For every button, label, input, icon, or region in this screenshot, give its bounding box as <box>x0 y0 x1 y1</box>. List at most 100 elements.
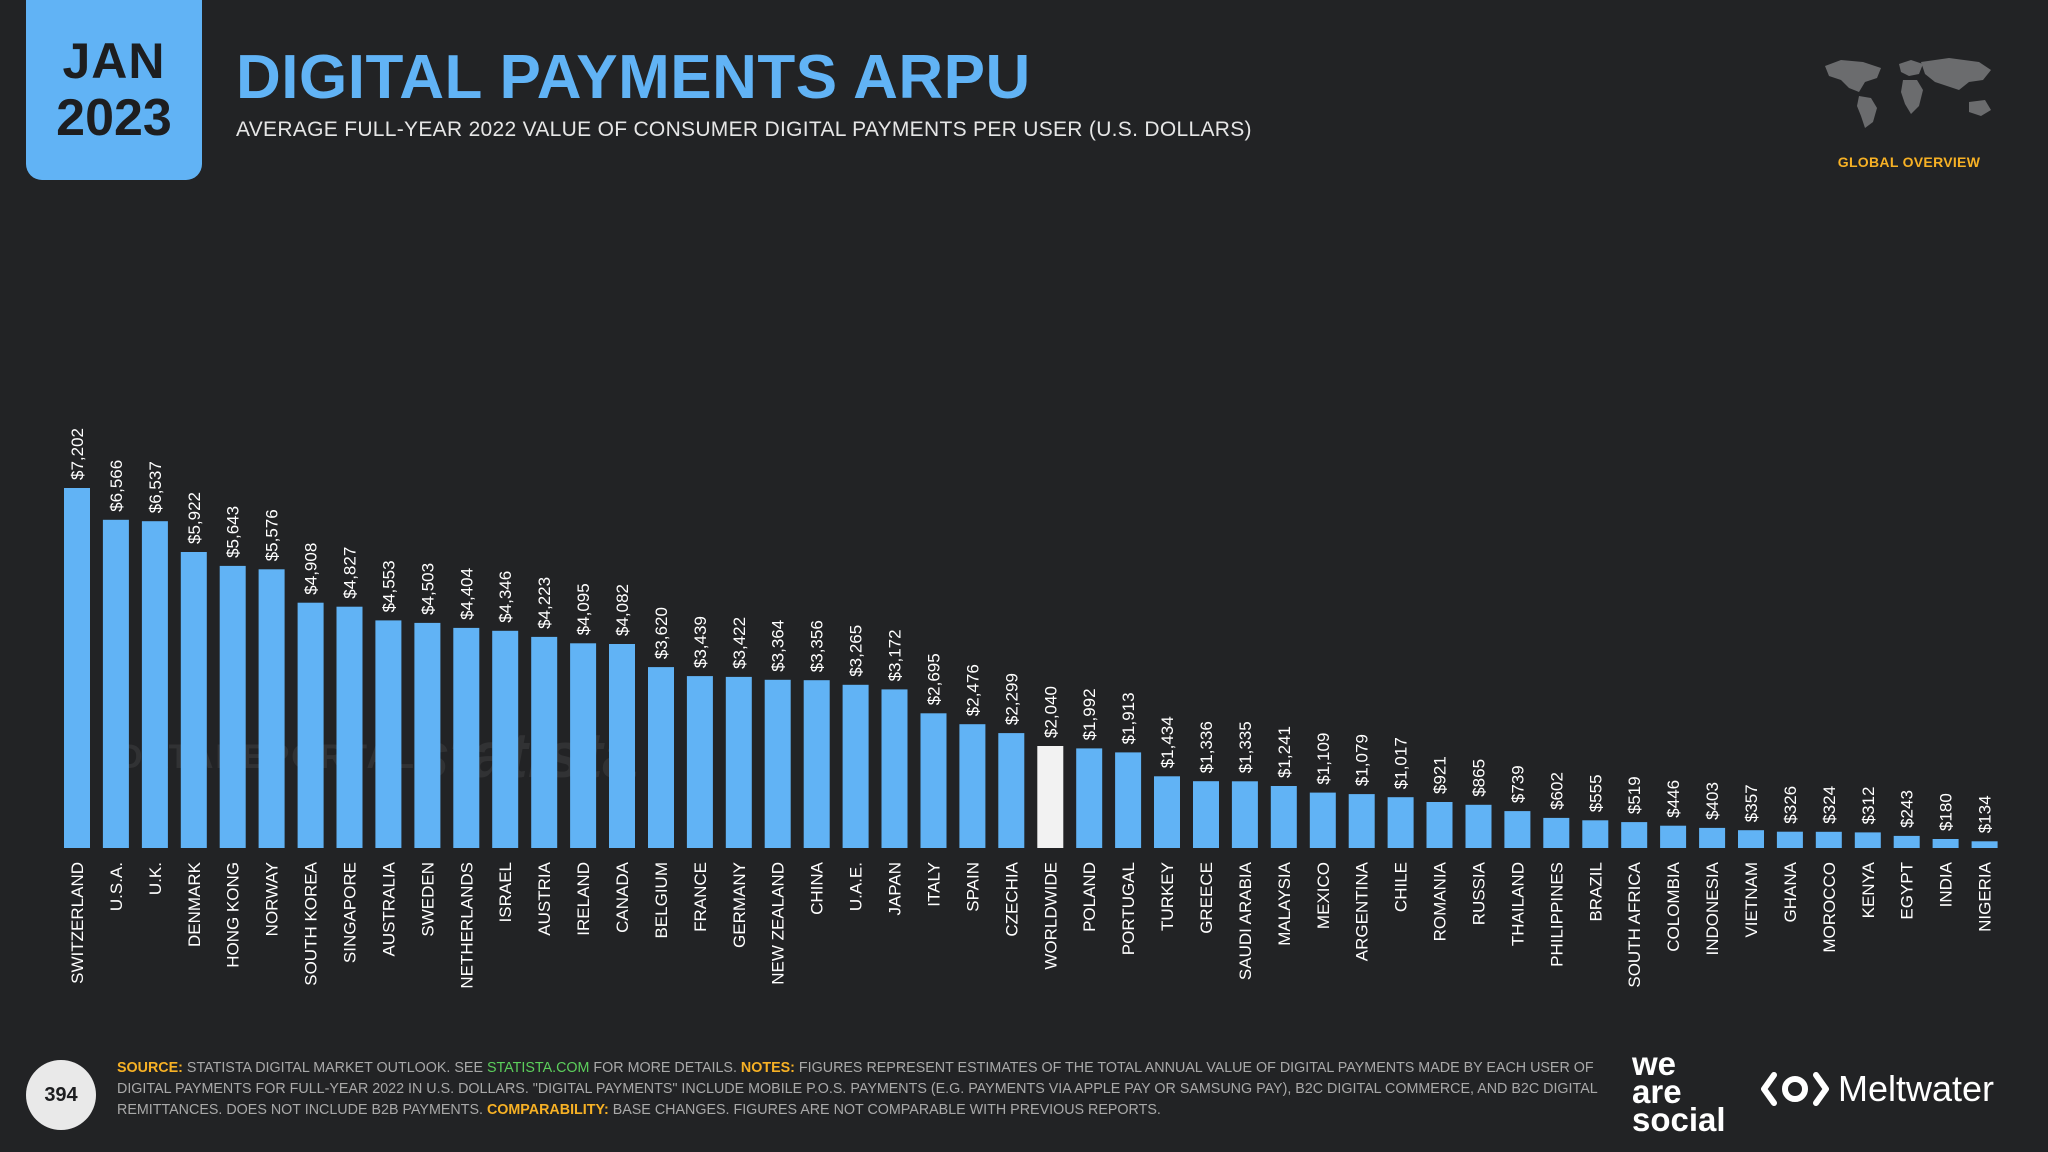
value-label: $3,620 <box>652 607 671 659</box>
category-label: ARGENTINA <box>1353 861 1372 961</box>
category-label: RUSSIA <box>1470 861 1489 925</box>
value-label: $6,566 <box>107 460 126 512</box>
bar-worldwide <box>1037 746 1064 848</box>
value-label: $3,172 <box>886 629 905 681</box>
date-year: 2023 <box>56 89 172 147</box>
category-label: SOUTH KOREA <box>302 861 321 985</box>
value-label: $4,082 <box>613 584 632 636</box>
value-label: $1,109 <box>1314 733 1333 785</box>
bar-u-a-e <box>842 684 869 848</box>
value-label: $4,404 <box>457 568 476 620</box>
value-label: $4,503 <box>418 563 437 615</box>
category-label: INDIA <box>1937 861 1956 907</box>
value-label: $324 <box>1820 786 1839 824</box>
bar-chart: $7,202 SWITZERLAND $6,566 U.S.A. $6,537 U.K. $… <box>64 428 1998 989</box>
category-label: CHINA <box>808 861 827 915</box>
category-label: THAILAND <box>1508 862 1527 946</box>
source-link[interactable]: STATISTA.COM <box>486 1060 590 1076</box>
category-label: VIETNAM <box>1742 862 1761 938</box>
bar-philippines <box>1543 817 1570 848</box>
notes-text: FIGURES REPRESENT ESTIMATES OF THE TOTAL… <box>117 1060 1598 1118</box>
value-label: $1,992 <box>1080 688 1099 740</box>
category-label: KENYA <box>1859 861 1878 918</box>
category-label: BELGIUM <box>652 862 671 939</box>
value-label: $4,908 <box>302 543 321 595</box>
category-label: WORLDWIDE <box>1041 862 1060 970</box>
section-indicator: GLOBAL OVERVIEW <box>1814 52 2004 170</box>
bar-czechia <box>998 733 1025 848</box>
category-label: NEW ZEALAND <box>769 862 788 985</box>
bar-argentina <box>1348 794 1375 848</box>
value-label: $519 <box>1625 776 1644 814</box>
value-label: $2,040 <box>1041 686 1060 738</box>
bar-saudi-arabia <box>1231 781 1258 848</box>
value-label: $180 <box>1937 793 1956 831</box>
category-label: SINGAPORE <box>341 862 360 963</box>
value-label: $4,827 <box>341 547 360 599</box>
page-title: DIGITAL PAYMENTS ARPU <box>236 43 1031 112</box>
value-label: $5,643 <box>224 506 243 558</box>
source-tail: FOR MORE DETAILS. <box>593 1060 737 1076</box>
value-label: $4,095 <box>574 583 593 635</box>
bar-vietnam <box>1738 830 1764 848</box>
bar-russia <box>1465 804 1492 848</box>
value-label: $3,265 <box>847 625 866 677</box>
category-label: ITALY <box>925 862 944 907</box>
bar-south-korea <box>297 602 324 848</box>
bar-greece <box>1193 781 1219 848</box>
bar-canada <box>609 644 635 848</box>
bar-indonesia <box>1699 827 1726 848</box>
bar-egypt <box>1893 835 1920 848</box>
bar-norway <box>258 569 285 848</box>
bar-malaysia <box>1270 786 1297 848</box>
bar-colombia <box>1660 825 1687 848</box>
bar-u-k <box>141 521 168 848</box>
meltwater-icon <box>1761 1072 1829 1106</box>
value-label: $3,356 <box>808 620 827 672</box>
bar-china <box>803 680 830 848</box>
bar-switzerland <box>64 488 90 848</box>
section-label: GLOBAL OVERVIEW <box>1837 154 1981 170</box>
value-label: $1,434 <box>1158 716 1177 768</box>
bar-israel <box>492 630 519 848</box>
bar-netherlands <box>453 627 480 848</box>
comparability-label: COMPARABILITY: <box>486 1102 609 1118</box>
bar-nigeria <box>1971 841 1998 848</box>
category-label: NIGERIA <box>1976 861 1995 932</box>
bar-spain <box>959 724 986 848</box>
category-label: U.A.E. <box>847 862 866 911</box>
bar-austria <box>531 636 558 848</box>
source-label: SOURCE: <box>117 1060 183 1076</box>
value-label: $2,476 <box>963 664 982 716</box>
value-label: $357 <box>1742 784 1761 822</box>
category-label: MALAYSIA <box>1275 861 1294 945</box>
bar-italy <box>920 713 947 848</box>
category-label: TURKEY <box>1158 862 1177 931</box>
value-label: $5,922 <box>185 492 204 544</box>
date-badge: JAN 2023 <box>26 0 202 180</box>
category-label: SAUDI ARABIA <box>1236 861 1255 980</box>
page-number: 394 <box>26 1060 96 1130</box>
value-label: $1,913 <box>1119 692 1138 744</box>
value-label: $555 <box>1586 774 1605 812</box>
bar-south-africa <box>1621 822 1648 848</box>
category-label: NORWAY <box>263 862 282 936</box>
we-are-social-logo: we are social <box>1632 1045 1726 1138</box>
bar-mexico <box>1309 792 1336 848</box>
bar-romania <box>1426 802 1453 848</box>
value-label: $3,364 <box>769 620 788 672</box>
bar-germany <box>725 676 752 848</box>
value-label: $134 <box>1976 795 1995 833</box>
bar-chile <box>1387 797 1414 848</box>
statista-watermark: statista <box>414 719 639 791</box>
category-label: INDONESIA <box>1703 861 1722 955</box>
value-label: $865 <box>1470 759 1489 797</box>
category-label: JAPAN <box>886 862 905 916</box>
category-label: MOROCCO <box>1820 862 1839 953</box>
value-label: $312 <box>1859 787 1878 825</box>
category-label: MEXICO <box>1314 862 1333 929</box>
world-map-icon <box>1825 58 1991 128</box>
source-text: STATISTA DIGITAL MARKET OUTLOOK. SEE <box>186 1060 483 1076</box>
value-label: $3,422 <box>730 617 749 669</box>
category-label: AUSTRIA <box>535 861 554 935</box>
